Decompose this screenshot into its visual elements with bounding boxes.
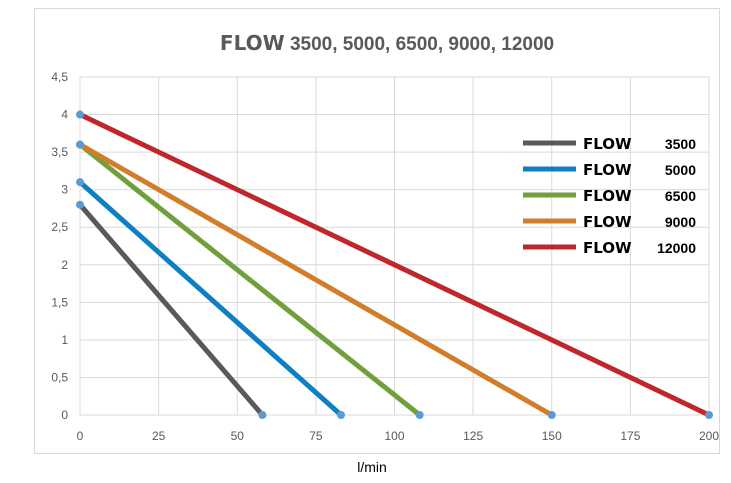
x-tick-label: 175 bbox=[620, 429, 640, 443]
data-point-3500 bbox=[258, 411, 267, 419]
gridlines bbox=[79, 76, 710, 416]
data-point-6500 bbox=[415, 411, 424, 419]
series-lines bbox=[78, 112, 711, 418]
x-tick-label: 150 bbox=[542, 429, 562, 443]
y-tick-label: 3 bbox=[61, 183, 68, 197]
legend-label-6500: 6500 bbox=[665, 188, 696, 204]
series-line-9000 bbox=[78, 142, 553, 418]
legend-label-9000: 9000 bbox=[665, 214, 696, 230]
series-line-5000 bbox=[78, 180, 343, 417]
y-axis-ticks: 0 0,5 1 1,5 2 2,5 3 3,5 4 4,5 bbox=[51, 70, 68, 422]
legend-label-12000: 12000 bbox=[657, 240, 696, 256]
x-tick-label: 100 bbox=[384, 429, 404, 443]
legend-label-flow: FLOW bbox=[583, 161, 632, 179]
data-point-5000 bbox=[337, 411, 346, 419]
data-point-12000 bbox=[705, 411, 713, 419]
x-axis-title: l/min bbox=[357, 459, 387, 475]
y-tick-label: 1,5 bbox=[51, 295, 68, 309]
x-tick-label: 75 bbox=[309, 429, 323, 443]
x-tick-label: 125 bbox=[463, 429, 483, 443]
data-point-9000 bbox=[76, 140, 84, 149]
x-tick-label: 200 bbox=[699, 429, 719, 443]
y-tick-label: 4 bbox=[61, 108, 68, 122]
chart-title-strong: FLOW bbox=[220, 31, 285, 55]
y-tick-label: 2,5 bbox=[51, 220, 68, 234]
legend: FLOW 3500 FLOW 5000 FLOW 6500 FLOW 9000 FLOW 1200… bbox=[523, 135, 696, 257]
legend-label-flow: FLOW bbox=[583, 135, 632, 153]
y-tick-label: 4,5 bbox=[51, 70, 68, 84]
chart-title: FLOW 3500, 5000, 6500, 9000, 12000 bbox=[220, 31, 554, 55]
legend-label-5000: 5000 bbox=[665, 162, 696, 178]
series-line-6500 bbox=[78, 142, 422, 417]
y-tick-label: 1 bbox=[61, 333, 68, 347]
series-markers bbox=[76, 110, 713, 419]
data-point-9000 bbox=[547, 411, 556, 419]
y-tick-label: 2 bbox=[61, 258, 68, 272]
legend-label-flow: FLOW bbox=[583, 187, 632, 205]
data-point-3500 bbox=[76, 200, 84, 209]
legend-label-flow: FLOW bbox=[583, 239, 632, 257]
data-point-12000 bbox=[76, 110, 84, 119]
x-axis-ticks: 0 25 50 75 100 125 150 175 200 bbox=[77, 429, 720, 443]
data-point-5000 bbox=[76, 178, 84, 187]
x-tick-label: 0 bbox=[77, 429, 84, 443]
y-tick-label: 0,5 bbox=[51, 370, 68, 384]
y-tick-label: 3,5 bbox=[51, 145, 68, 159]
series-line-12000 bbox=[78, 112, 711, 418]
x-tick-label: 25 bbox=[152, 429, 166, 443]
chart-title-rest: 3500, 5000, 6500, 9000, 12000 bbox=[285, 34, 554, 55]
y-tick-label: 0 bbox=[61, 408, 68, 422]
legend-label-3500: 3500 bbox=[665, 136, 696, 152]
series-line-3500 bbox=[78, 203, 265, 417]
legend-label-flow: FLOW bbox=[583, 213, 632, 231]
x-tick-label: 50 bbox=[231, 429, 245, 443]
